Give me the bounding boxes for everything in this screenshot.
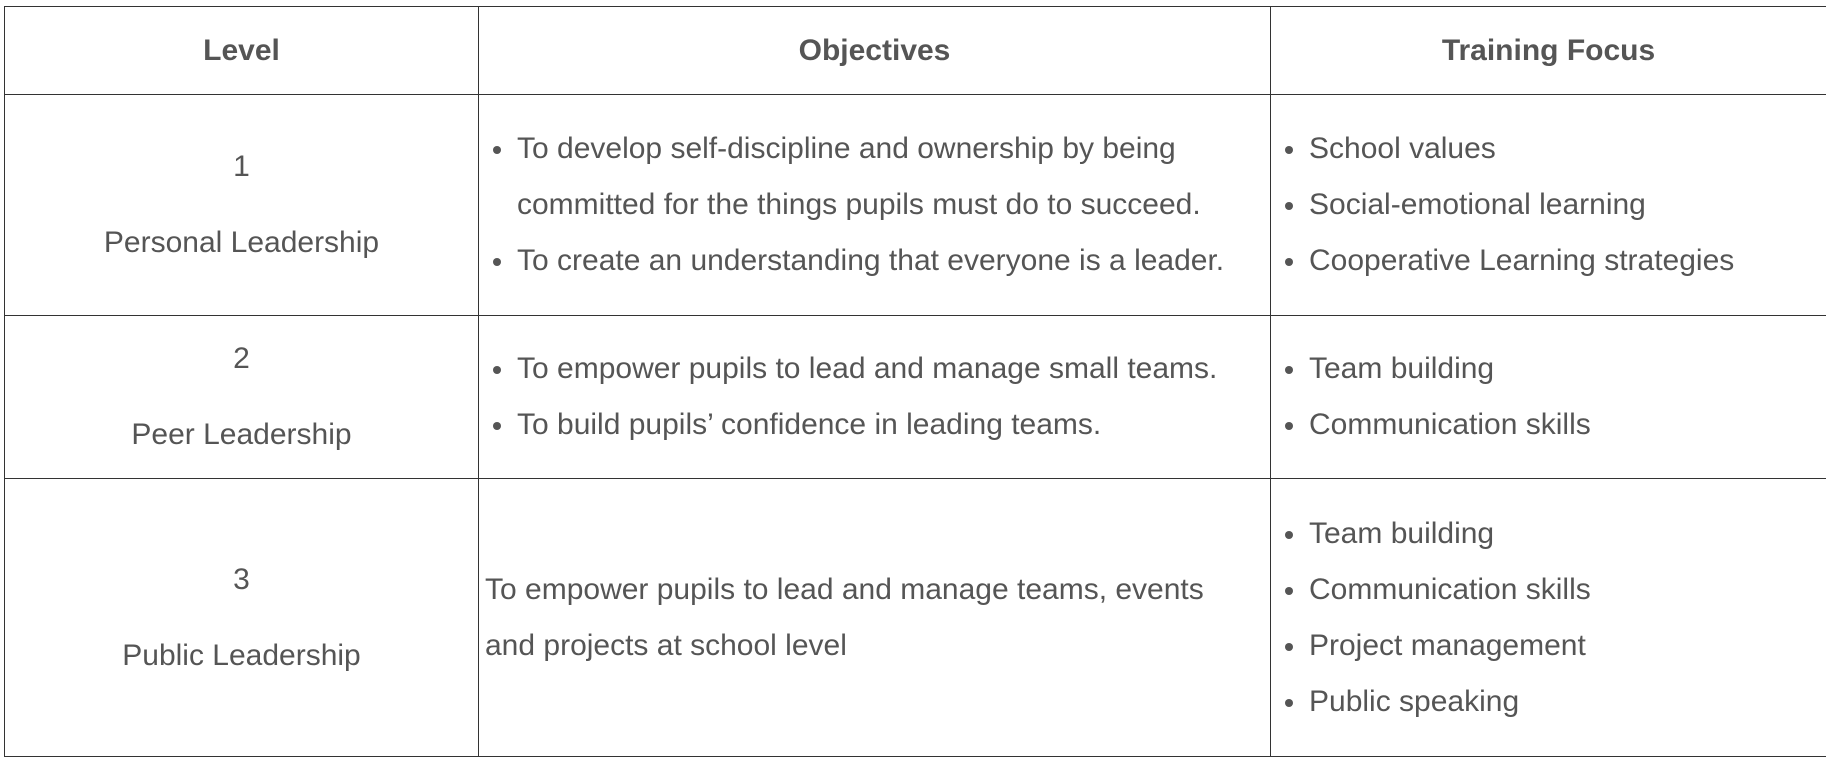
table-row: 3 Public Leadership To empower pupils to… bbox=[5, 479, 1826, 757]
level-number: 2 bbox=[6, 321, 477, 397]
list-item: Team building bbox=[1309, 341, 1826, 397]
objectives-list: To develop self-discipline and ownership… bbox=[479, 121, 1270, 289]
list-item: Communication skills bbox=[1309, 397, 1826, 453]
level-cell: 3 Public Leadership bbox=[5, 479, 479, 757]
table-row: 1 Personal Leadership To develop self-di… bbox=[5, 95, 1826, 316]
training-focus-cell: Team building Communication skills Proje… bbox=[1271, 479, 1826, 757]
header-row: Level Objectives Training Focus bbox=[5, 7, 1826, 95]
leadership-levels-table: Level Objectives Training Focus 1 Person… bbox=[4, 6, 1826, 757]
training-focus-list: School values Social-emotional learning … bbox=[1271, 121, 1826, 289]
list-item: Social-emotional learning bbox=[1309, 177, 1826, 233]
list-item: Project management bbox=[1309, 618, 1826, 674]
list-item: School values bbox=[1309, 121, 1826, 177]
list-item: Cooperative Learning strategies bbox=[1309, 233, 1826, 289]
training-focus-cell: Team building Communication skills bbox=[1271, 316, 1826, 479]
objectives-cell: To develop self-discipline and ownership… bbox=[479, 95, 1271, 316]
objectives-list: To empower pupils to lead and manage sma… bbox=[479, 341, 1270, 453]
header-objectives: Objectives bbox=[479, 7, 1271, 95]
level-cell: 1 Personal Leadership bbox=[5, 95, 479, 316]
level-number: 1 bbox=[6, 129, 477, 205]
objectives-cell: To empower pupils to lead and manage tea… bbox=[479, 479, 1271, 757]
table-row: 2 Peer Leadership To empower pupils to l… bbox=[5, 316, 1826, 479]
level-name: Personal Leadership bbox=[6, 205, 477, 281]
level-name: Peer Leadership bbox=[6, 397, 477, 473]
level-name: Public Leadership bbox=[6, 618, 477, 694]
level-number: 3 bbox=[6, 542, 477, 618]
list-item: To develop self-discipline and ownership… bbox=[517, 121, 1270, 233]
header-level: Level bbox=[5, 7, 479, 95]
list-item: Communication skills bbox=[1309, 562, 1826, 618]
list-item: To create an understanding that everyone… bbox=[517, 233, 1270, 289]
list-item: To empower pupils to lead and manage sma… bbox=[517, 341, 1270, 397]
list-item: Public speaking bbox=[1309, 674, 1826, 730]
list-item: Team building bbox=[1309, 506, 1826, 562]
training-focus-cell: School values Social-emotional learning … bbox=[1271, 95, 1826, 316]
list-item: To build pupils’ confidence in leading t… bbox=[517, 397, 1270, 453]
header-training-focus: Training Focus bbox=[1271, 7, 1826, 95]
objectives-cell: To empower pupils to lead and manage sma… bbox=[479, 316, 1271, 479]
level-cell: 2 Peer Leadership bbox=[5, 316, 479, 479]
training-focus-list: Team building Communication skills Proje… bbox=[1271, 506, 1826, 730]
objective-text: To empower pupils to lead and manage tea… bbox=[479, 562, 1270, 674]
training-focus-list: Team building Communication skills bbox=[1271, 341, 1826, 453]
